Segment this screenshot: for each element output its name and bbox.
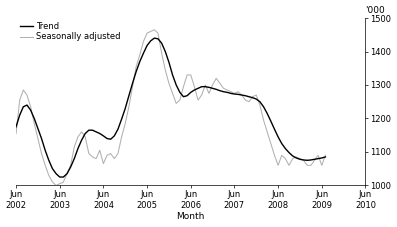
X-axis label: Month: Month (177, 212, 205, 222)
Text: '000: '000 (366, 6, 385, 15)
Legend: Trend, Seasonally adjusted: Trend, Seasonally adjusted (20, 22, 121, 42)
